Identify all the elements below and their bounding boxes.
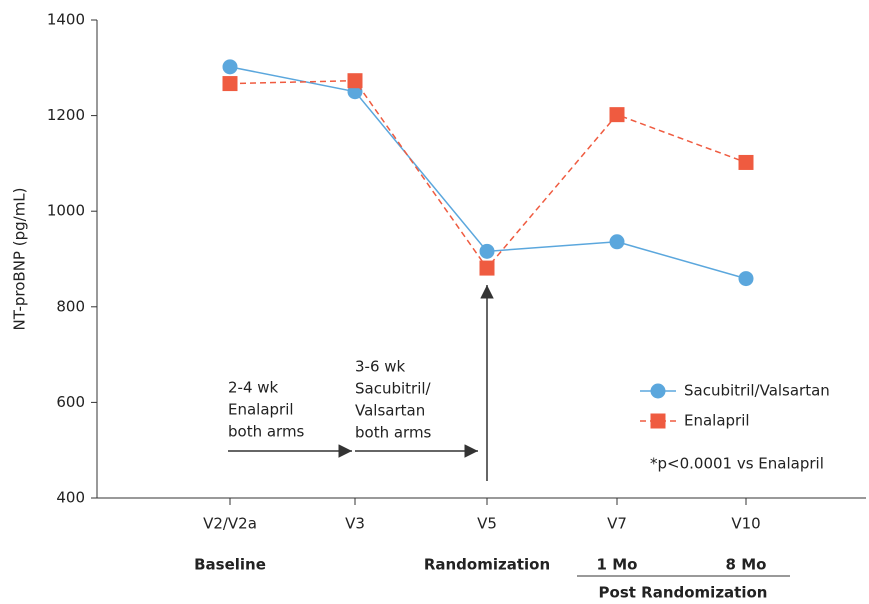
annotation: both arms (228, 423, 305, 441)
footnote: *p<0.0001 vs Enalapril (650, 455, 824, 473)
point (222, 59, 238, 75)
point (347, 73, 363, 89)
annotation: both arms (355, 424, 432, 442)
point (609, 234, 625, 250)
annotation: 2-4 wk (228, 379, 279, 397)
x-tick-label: V10 (731, 515, 760, 533)
point (479, 260, 495, 276)
period-label: 1 Mo (597, 556, 638, 574)
x-tick-label: V2/V2a (203, 515, 257, 533)
point (479, 243, 495, 259)
point (609, 107, 625, 123)
y-tick-label: 1400 (47, 11, 85, 29)
y-tick-label: 600 (56, 393, 85, 411)
annotation: 3-6 wk (355, 358, 406, 376)
period-label: Randomization (424, 556, 550, 574)
y-axis-label: NT-proBNP (pg/mL) (11, 187, 29, 330)
period-label: 8 Mo (726, 556, 767, 574)
annotation: Valsartan (355, 402, 425, 420)
x-tick-label: V3 (345, 515, 365, 533)
legend-label: Enalapril (684, 412, 750, 430)
x-tick-label: V5 (477, 515, 497, 533)
annotation: Enalapril (228, 401, 294, 419)
group-label: Post Randomization (599, 584, 768, 602)
series-line (229, 79, 747, 270)
y-tick-label: 1200 (47, 106, 85, 124)
y-tick-label: 400 (56, 489, 85, 507)
point (738, 154, 754, 170)
point (650, 413, 666, 429)
legend-label: Sacubitril/Valsartan (684, 382, 830, 400)
point (222, 76, 238, 92)
period-label: Baseline (194, 556, 266, 574)
y-tick-label: 800 (56, 297, 85, 315)
point (650, 383, 666, 399)
point (738, 271, 754, 287)
x-tick-label: V7 (607, 515, 627, 533)
annotation: Sacubitril/ (355, 380, 432, 398)
y-tick-label: 1000 (47, 202, 85, 220)
